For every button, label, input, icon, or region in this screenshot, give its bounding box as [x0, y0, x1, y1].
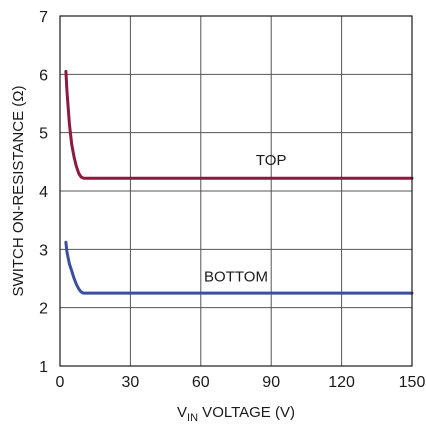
x-axis-label: VIN VOLTAGE (V)	[177, 404, 295, 424]
y-tick-label: 7	[39, 9, 48, 26]
y-tick-label: 2	[39, 301, 48, 318]
series-labels: TOP BOTTOM	[204, 152, 286, 286]
series-line-top	[64, 69, 414, 180]
x-axis-label-subscript: IN	[187, 412, 198, 424]
tick-labels: 0 30 60 90 120 150 1 2 3 4 5 6 7	[39, 9, 425, 391]
series-label-top: TOP	[256, 152, 287, 169]
y-tick-label: 5	[39, 126, 48, 143]
x-tick-label: 60	[192, 374, 210, 391]
series-line-bottom	[64, 240, 414, 295]
y-tick-label: 6	[39, 67, 48, 84]
y-axis-label: SWITCH ON-RESISTANCE (Ω)	[10, 86, 27, 297]
plot-frame	[59, 15, 413, 367]
x-axis-label-rest: VOLTAGE (V)	[198, 404, 295, 421]
x-tick-label: 0	[56, 374, 65, 391]
x-tick-label: 90	[262, 374, 280, 391]
x-tick-label: 30	[122, 374, 140, 391]
series-label-bottom: BOTTOM	[204, 268, 268, 285]
series-lines	[64, 69, 414, 295]
x-tick-label: 150	[399, 374, 426, 391]
y-tick-label: 3	[39, 242, 48, 259]
y-tick-label: 4	[39, 184, 48, 201]
grid	[60, 16, 412, 366]
x-axis-label-base: V	[177, 404, 187, 421]
x-tick-label: 120	[328, 374, 355, 391]
y-tick-label: 1	[39, 359, 48, 376]
